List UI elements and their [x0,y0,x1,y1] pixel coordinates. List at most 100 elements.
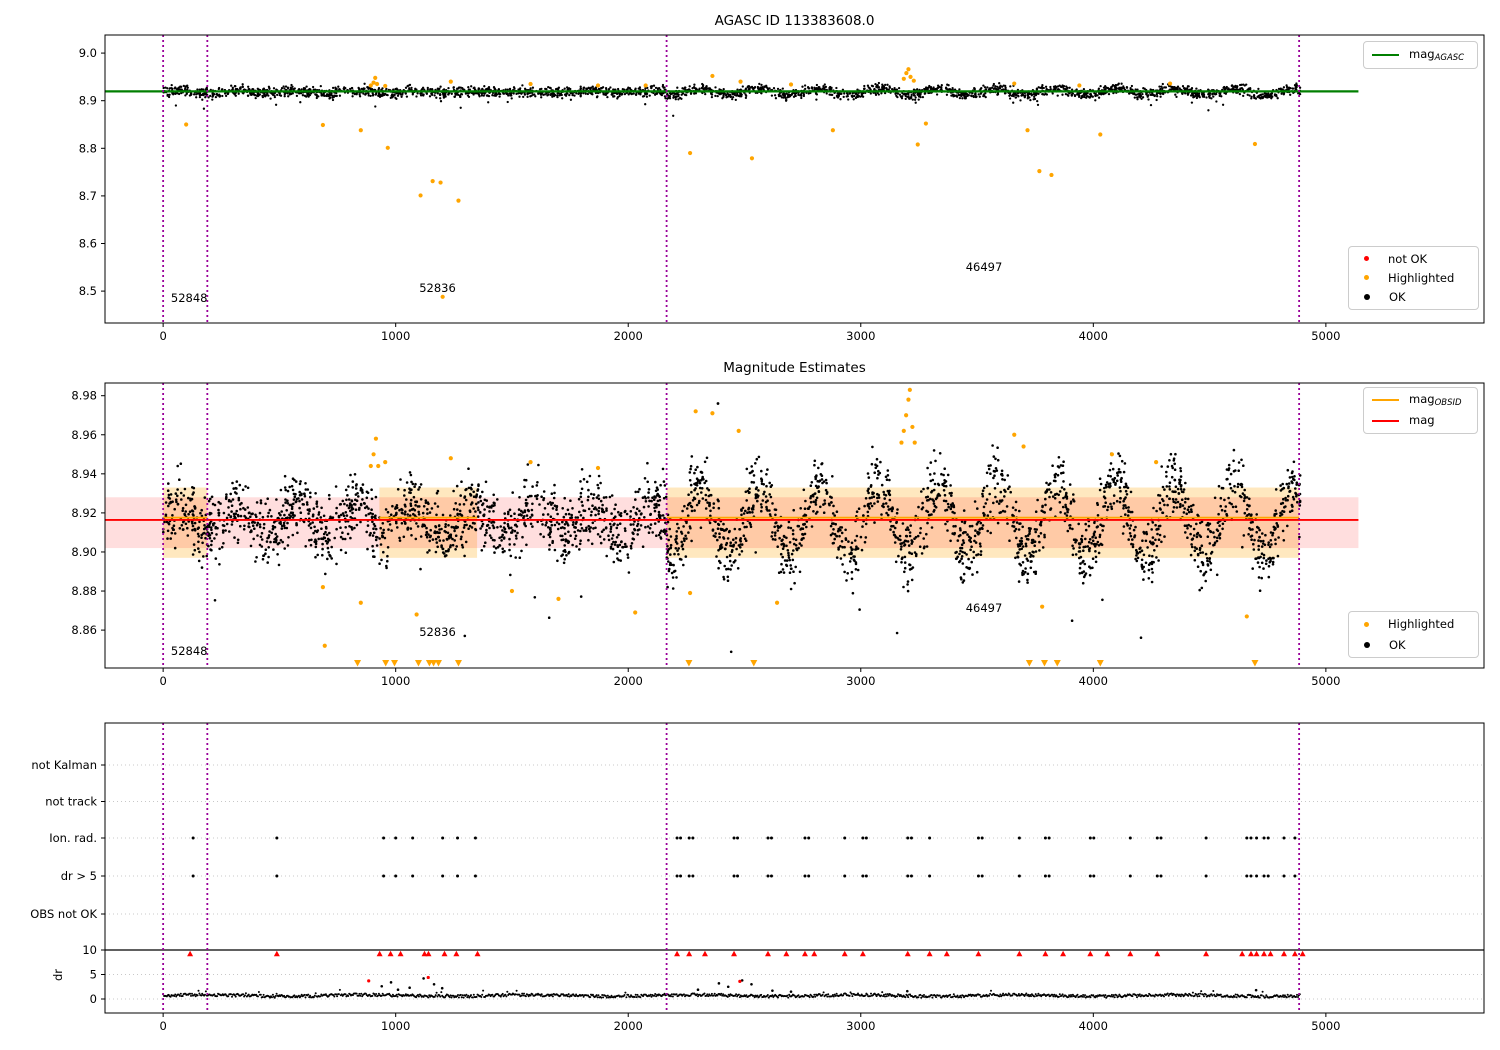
dr-clipped-high-marker [1267,950,1274,957]
dr-clipped-high-marker [376,950,383,957]
highlighted-marker-icon-2 [1364,621,1369,627]
not-ok-marker-icon [1364,256,1369,262]
y-tick-label: 8.86 [71,623,97,637]
y-tick-label: 8.94 [71,467,97,481]
y-tick-label: 8.5 [79,284,97,298]
dr-clipped-high-marker [1247,950,1254,957]
y-tick-label: 8.7 [79,189,97,203]
legend-row-ok-2: OK [1357,636,1470,655]
x-tick-label: 5000 [1311,674,1340,688]
ok-marker-icon [1364,294,1370,301]
legend-row-highlighted-2: Highlighted [1357,615,1470,634]
x-tick-label: 0 [159,674,166,688]
highlighted-label-2: Highlighted [1388,617,1455,632]
dr-clipped-high-marker [1253,950,1260,957]
y-tick-label: 8.8 [79,141,97,155]
panel1-line-legend: magAGASC [1363,41,1478,69]
dr-clipped-high-marker [783,950,790,957]
dr-clipped-high-marker [731,950,738,957]
panel2-title: Magnitude Estimates [723,360,866,376]
y-tick-label: 8.98 [71,389,97,403]
legend-row-ok: OK [1357,289,1470,306]
dr-clipped-high-marker [1060,950,1067,957]
x-tick-label: 3000 [846,1019,875,1033]
panel2-marker-legend: Highlighted OK [1348,611,1479,658]
dr-clipped-high-marker [926,950,933,957]
dr-clipped-high-marker [859,950,866,957]
dr-clipped-high-marker [474,950,481,957]
dr-clipped-high-marker [764,950,771,957]
legend-row-mag: mag [1372,412,1469,431]
dr-clipped-high-marker [904,950,911,957]
x-tick-label: 2000 [614,1019,643,1033]
dr-clipped-high-marker [425,950,432,957]
obsid-annotation: 46497 [966,260,1003,274]
clipped-low-marker [1251,660,1259,667]
y-tick-label: 8.88 [71,584,97,598]
obsid-annotation: 52848 [171,291,208,305]
y-tick-label: 8.9 [79,94,97,108]
flag-row-label: dr > 5 [61,869,97,883]
y-tick-label: 9.0 [79,46,97,60]
dr-clipped-high-marker [1104,950,1111,957]
y-tick-label: 8.96 [71,428,97,442]
dr-clipped-high-marker [1291,950,1298,957]
axes-spine [104,382,1485,669]
dr-clipped-high-marker [1299,950,1306,957]
obsid-annotation: 52836 [419,625,456,639]
mag-label: mag [1409,412,1435,427]
clipped-low-marker [1053,660,1061,667]
x-tick-label: 4000 [1079,674,1108,688]
x-tick-label: 0 [159,1019,166,1033]
clipped-low-marker [382,660,390,667]
not-ok-label: not OK [1388,251,1428,266]
legend-row-mag-obsid: magOBSID [1372,391,1469,410]
x-tick-label: 1000 [381,329,410,343]
legend-row-highlighted: Highlighted [1357,269,1470,286]
dr-clipped-high-marker [1087,950,1094,957]
ok-label: OK [1389,290,1406,305]
panel1-title: AGASC ID 113383608.0 [714,13,875,29]
clipped-low-marker [430,660,438,667]
highlighted-marker-icon [1364,275,1369,281]
flag-row-label: OBS not OK [30,907,97,921]
clipped-low-marker [1040,660,1048,667]
obsid-annotation: 46497 [966,601,1003,615]
dr-clipped-high-marker [1261,950,1268,957]
dr-clipped-high-marker [187,950,194,957]
axes-spine [104,722,1485,1014]
mag-agasc-label: magAGASC [1409,47,1465,63]
dr-clipped-high-marker [943,950,950,957]
axes-spine [104,34,1485,324]
panel2-magnitude-estimates-plot: 52848 52836 46497 0 1000 2000 3000 4000 5000 8.86… [71,382,1485,688]
mag-obsid-label: magOBSID [1409,392,1462,409]
dr-clipped-high-marker [1203,950,1210,957]
ok-label-2: OK [1389,637,1406,652]
x-tick-label: 4000 [1079,1019,1108,1033]
dr-tick-label: 5 [90,968,97,982]
panel1-agasc-mag-plot: 52848 52836 46497 0 1000 2000 3000 4000 5000 8.5 8… [79,34,1485,343]
mag-uncertainty-band [666,487,1300,558]
ok-marker-icon-2 [1364,641,1370,648]
x-tick-label: 3000 [846,674,875,688]
dr-clipped-high-marker [273,950,280,957]
panel1-marker-legend: not OK Highlighted OK [1348,246,1479,310]
x-tick-label: 0 [159,329,166,343]
dr-clipped-high-marker [421,950,428,957]
dr-clipped-high-marker [701,950,708,957]
legend-row-not-ok: not OK [1357,250,1470,267]
mag-line-swatch [1372,419,1399,422]
x-tick-label: 5000 [1311,329,1340,343]
clipped-low-marker [414,660,422,667]
flag-row-label: not Kalman [31,758,97,772]
y-tick-label: 8.92 [71,506,97,520]
dr-axis-label: dr [51,969,65,981]
x-tick-label: 5000 [1311,1019,1340,1033]
clipped-low-marker [391,660,399,667]
clipped-low-marker [354,660,362,667]
mag-agasc-line-swatch [1372,53,1399,57]
x-tick-label: 2000 [614,674,643,688]
mag-obsid-line-swatch [1372,399,1399,402]
